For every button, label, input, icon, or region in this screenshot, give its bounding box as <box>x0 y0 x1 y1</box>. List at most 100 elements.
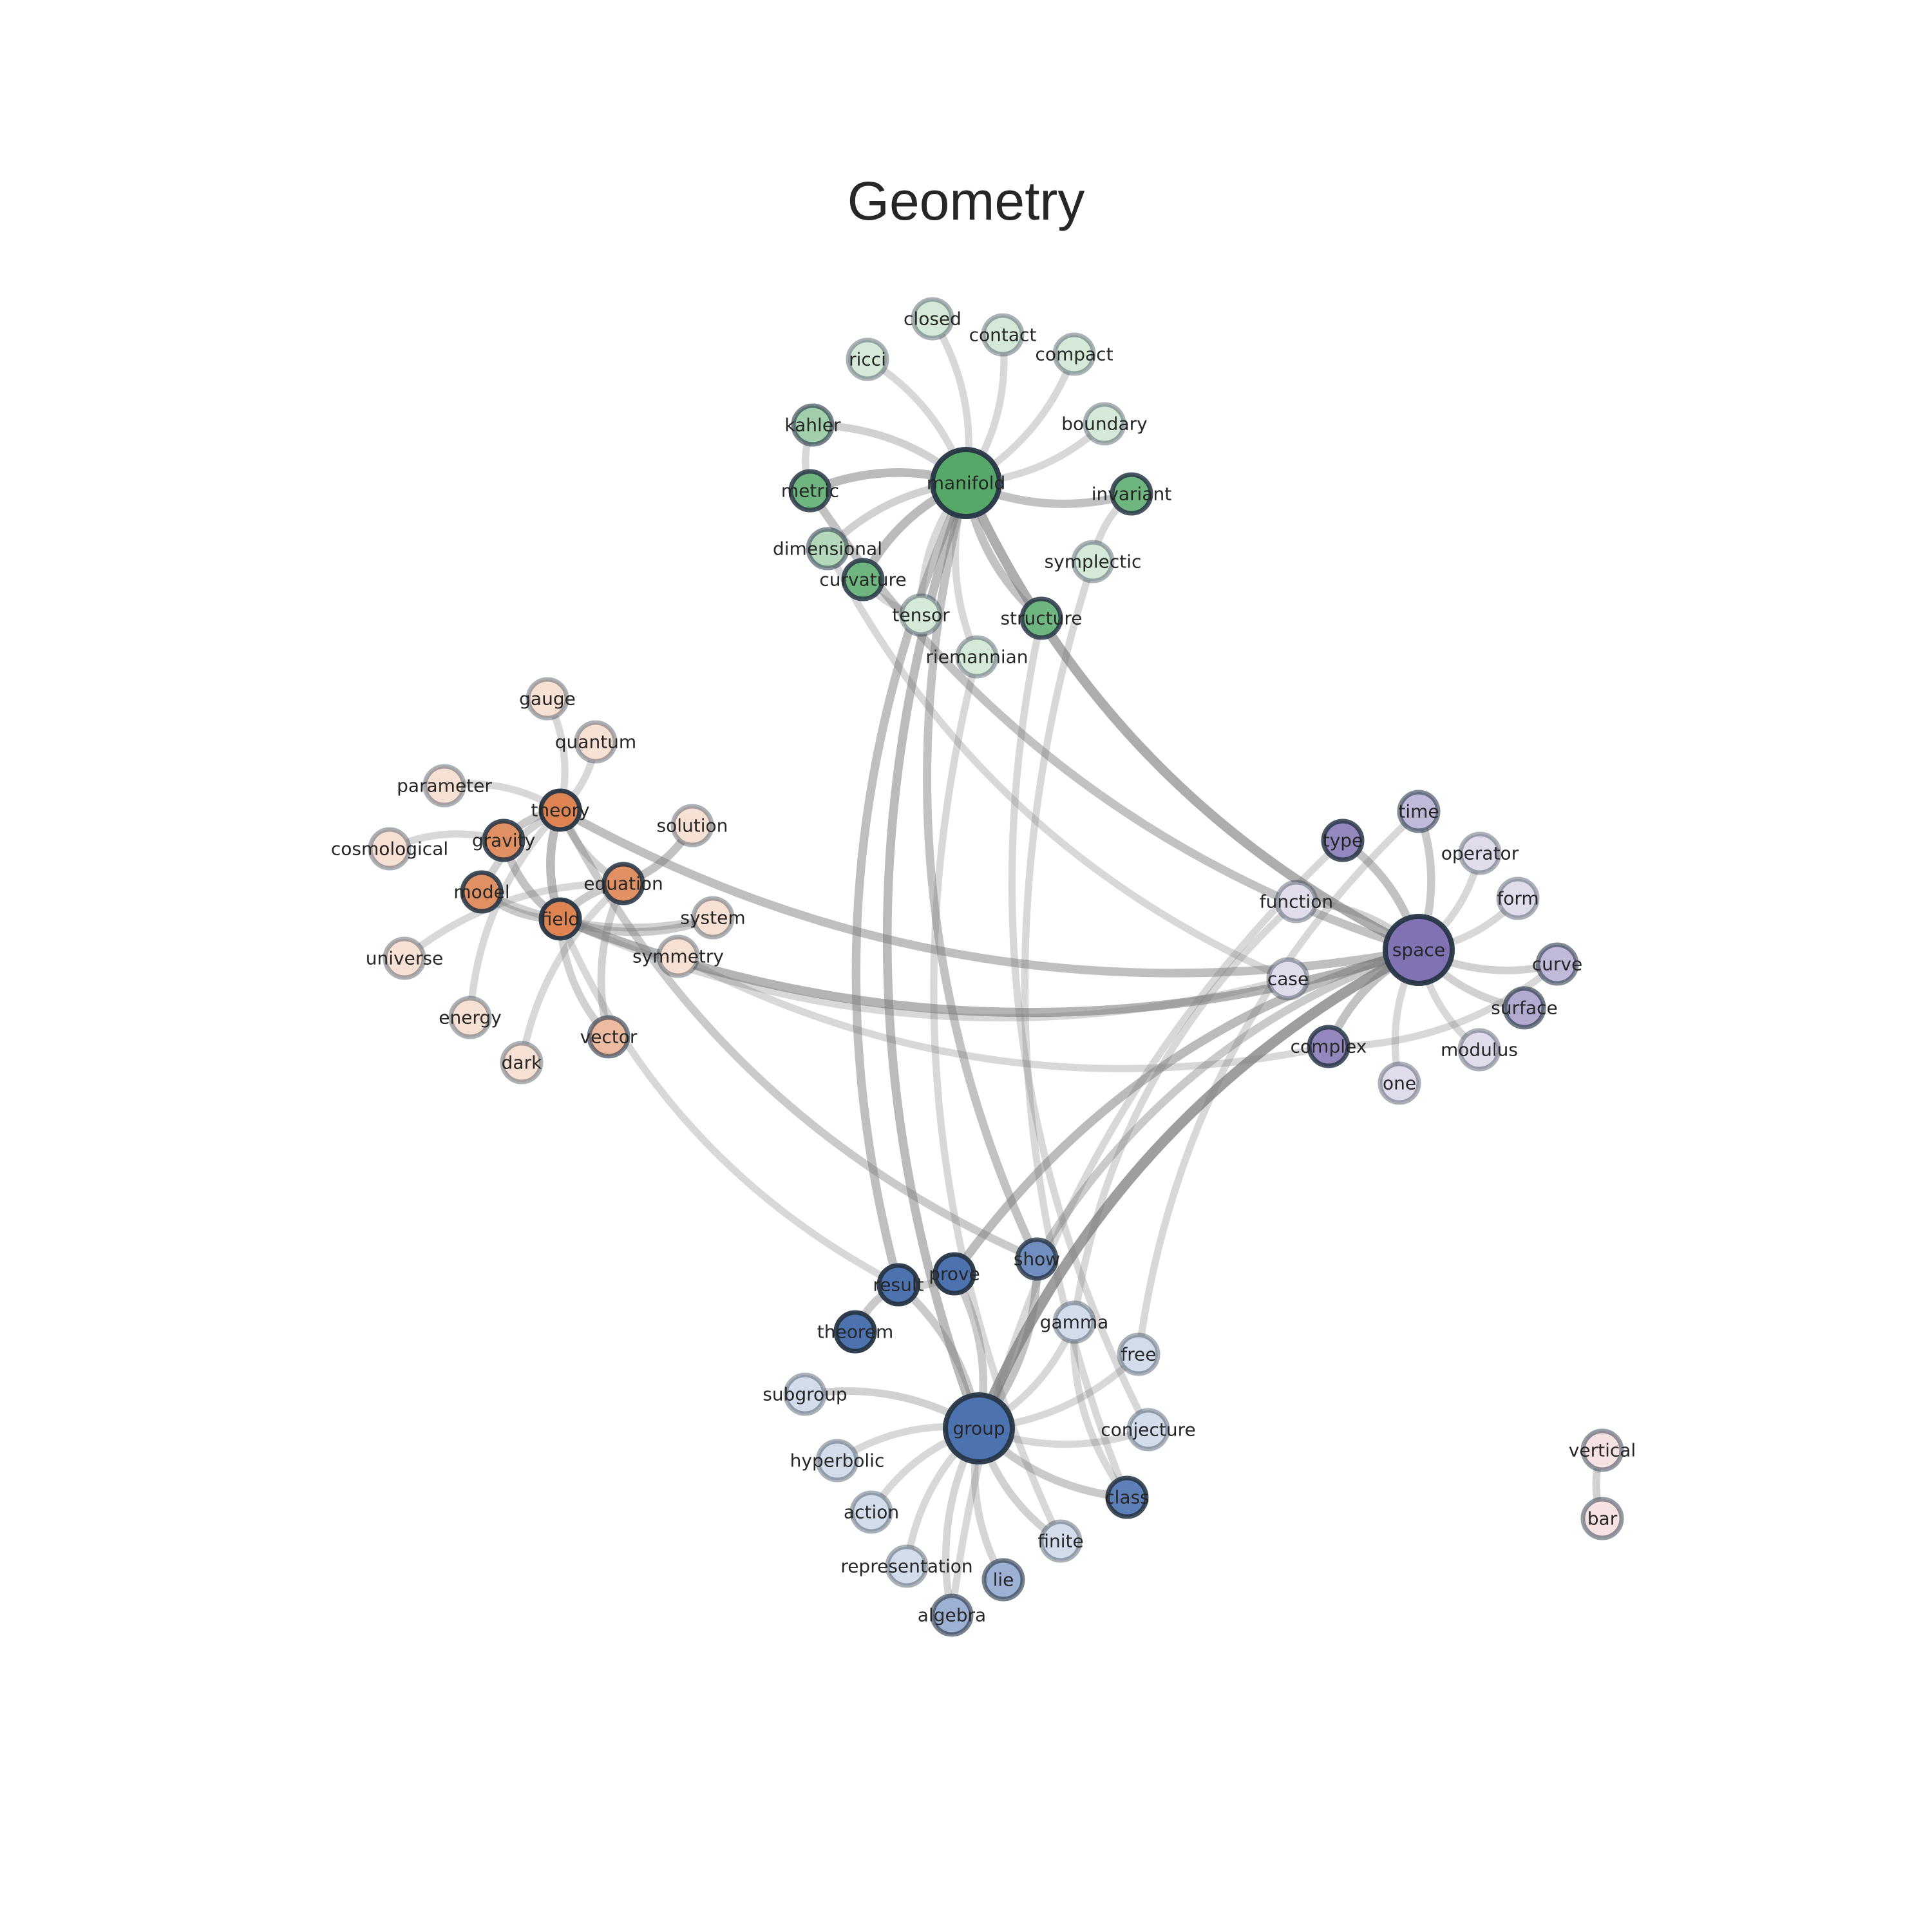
node-complex: complex <box>1291 1025 1367 1068</box>
node-label-gauge: gauge <box>519 688 576 710</box>
node-circle-model <box>460 870 504 914</box>
node-label-action: action <box>844 1502 899 1523</box>
node-circle-one <box>1378 1061 1421 1105</box>
node-circle-surface <box>1502 986 1546 1030</box>
node-circle-gravity <box>482 819 526 862</box>
node-label-gravity: gravity <box>472 830 535 851</box>
node-label-curvature: curvature <box>819 569 906 591</box>
node-circle-closed <box>911 297 954 341</box>
node-dark: dark <box>500 1041 544 1084</box>
node-universe: universe <box>366 936 443 980</box>
node-circle-theory <box>538 788 582 832</box>
node-dimensional: dimensional <box>773 527 882 571</box>
node-circle-representation <box>885 1544 929 1588</box>
edge-symmetry-complex <box>674 952 1332 1072</box>
node-form: form <box>1496 876 1540 920</box>
node-subgroup: subgroup <box>762 1372 848 1416</box>
node-circle-algebra <box>930 1593 974 1637</box>
node-label-modulus: modulus <box>1441 1039 1518 1061</box>
node-circle-equation <box>601 862 645 905</box>
node-circle-manifold <box>930 447 1002 519</box>
node-label-bar: bar <box>1587 1508 1618 1530</box>
edge-equation-universe <box>401 880 627 962</box>
node-circle-finite <box>1039 1519 1083 1563</box>
node-energy: energy <box>439 996 502 1039</box>
node-label-kahler: kahler <box>784 415 841 436</box>
node-symmetry: symmetry <box>632 934 724 978</box>
node-circle-theorem <box>833 1310 877 1354</box>
node-circle-modulus <box>1457 1028 1501 1072</box>
node-vertical: vertical <box>1569 1428 1636 1472</box>
node-circle-prove <box>933 1252 976 1296</box>
node-label-hyperbolic: hyperbolic <box>790 1450 885 1472</box>
node-circle-conjecture <box>1126 1408 1170 1452</box>
node-label-lie: lie <box>993 1569 1014 1591</box>
node-label-energy: energy <box>439 1007 502 1028</box>
edge-equation-dark <box>518 880 627 1066</box>
node-label-representation: representation <box>840 1556 972 1577</box>
node-circle-field <box>538 897 582 941</box>
node-circle-class <box>1105 1475 1149 1519</box>
node-label-conjecture: conjecture <box>1101 1419 1196 1441</box>
edge-field-result <box>556 915 902 1289</box>
node-label-theorem: theorem <box>817 1321 893 1343</box>
node-system: system <box>680 896 746 940</box>
node-circle-parameter <box>422 764 466 808</box>
node-algebra: algebra <box>918 1593 986 1637</box>
node-circle-curvature <box>841 558 885 601</box>
node-kahler: kahler <box>784 403 841 447</box>
node-label-operator: operator <box>1441 843 1519 864</box>
node-curve: curve <box>1532 942 1582 986</box>
node-label-ricci: ricci <box>849 349 886 370</box>
node-label-vertical: vertical <box>1569 1440 1636 1461</box>
edge-manifold-space <box>961 478 1424 955</box>
node-group: group <box>943 1392 1015 1464</box>
edge-manifold-show <box>923 478 1041 1264</box>
node-gravity: gravity <box>472 819 535 862</box>
node-label-free: free <box>1121 1344 1156 1365</box>
node-label-form: form <box>1497 888 1539 909</box>
node-circle-group <box>943 1392 1015 1464</box>
node-circle-subgroup <box>783 1372 827 1416</box>
node-label-solution: solution <box>657 815 728 837</box>
node-circle-complex <box>1307 1025 1350 1068</box>
node-label-tensor: tensor <box>892 605 950 626</box>
node-surface: surface <box>1491 986 1558 1030</box>
node-circle-dimensional <box>806 527 849 571</box>
node-curvature: curvature <box>819 558 907 601</box>
node-circle-structure <box>1019 596 1063 640</box>
node-bar: bar <box>1580 1497 1624 1540</box>
node-theory: theory <box>531 788 590 832</box>
node-label-model: model <box>453 882 509 903</box>
node-label-structure: structure <box>1000 608 1082 629</box>
node-circle-compact <box>1052 332 1096 376</box>
node-label-dimensional: dimensional <box>773 538 882 560</box>
node-circle-riemannian <box>955 635 999 679</box>
node-label-equation: equation <box>583 873 663 895</box>
edge-complex-curve <box>1325 960 1561 1050</box>
node-label-subgroup: subgroup <box>762 1384 847 1405</box>
node-parameter: parameter <box>397 764 492 808</box>
node-label-class: class <box>1104 1487 1150 1508</box>
node-label-time: time <box>1398 801 1439 822</box>
node-circle-bar <box>1580 1497 1624 1540</box>
edge-space-group <box>974 945 1424 1434</box>
node-circle-curve <box>1535 942 1579 986</box>
node-circle-action <box>849 1490 893 1534</box>
node-label-riemannian: riemannian <box>925 647 1028 668</box>
node-cosmological: cosmological <box>331 827 448 871</box>
node-space: space <box>1383 914 1455 986</box>
node-class: class <box>1104 1475 1150 1519</box>
node-circle-tensor <box>899 593 943 637</box>
node-conjecture: conjecture <box>1101 1408 1196 1452</box>
edge-symplectic-class <box>1021 558 1131 1501</box>
node-structure: structure <box>1000 596 1083 640</box>
node-label-boundary: boundary <box>1061 413 1147 435</box>
node-label-system: system <box>680 907 745 929</box>
node-model: model <box>453 870 510 914</box>
node-label-field: field <box>541 909 580 930</box>
node-circle-invariant <box>1110 472 1153 516</box>
node-circle-boundary <box>1083 402 1126 446</box>
node-vector: vector <box>580 1015 638 1059</box>
